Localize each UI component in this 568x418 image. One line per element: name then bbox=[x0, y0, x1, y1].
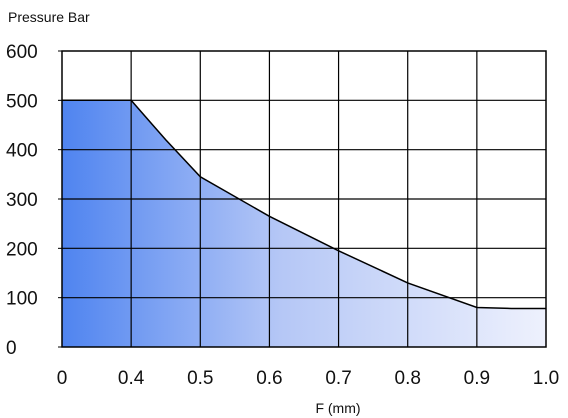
pressure-curve-line bbox=[62, 99, 546, 310]
x-tick-label: 0.8 bbox=[395, 368, 421, 389]
y-tick-label: 200 bbox=[6, 239, 38, 260]
pressure-area bbox=[62, 100, 546, 347]
x-tick-label: 1.0 bbox=[533, 368, 559, 389]
x-axis-label: F (mm) bbox=[315, 400, 360, 416]
y-tick-label: 100 bbox=[6, 289, 38, 310]
x-tick-label: 0 bbox=[57, 368, 68, 389]
grid bbox=[62, 51, 546, 347]
x-axis-ticks: 0 0.4 0.5 0.6 0.7 0.8 0.9 1.0 bbox=[57, 368, 560, 389]
y-tick-label: 0 bbox=[6, 338, 17, 359]
y-tick-label: 300 bbox=[6, 190, 38, 211]
x-tick-label: 0.5 bbox=[187, 368, 213, 389]
y-tick-label: 600 bbox=[6, 42, 38, 63]
x-tick-label: 0.6 bbox=[256, 368, 282, 389]
y-tick-label: 500 bbox=[6, 91, 38, 112]
y-axis-label: Pressure Bar bbox=[8, 9, 90, 25]
y-tick-label: 400 bbox=[6, 141, 38, 162]
x-tick-label: 0.4 bbox=[118, 368, 145, 389]
x-tick-label: 0.9 bbox=[464, 368, 490, 389]
y-axis-ticks: 0 100 200 300 400 500 600 bbox=[6, 42, 62, 359]
x-tick-label: 0.7 bbox=[325, 368, 351, 389]
